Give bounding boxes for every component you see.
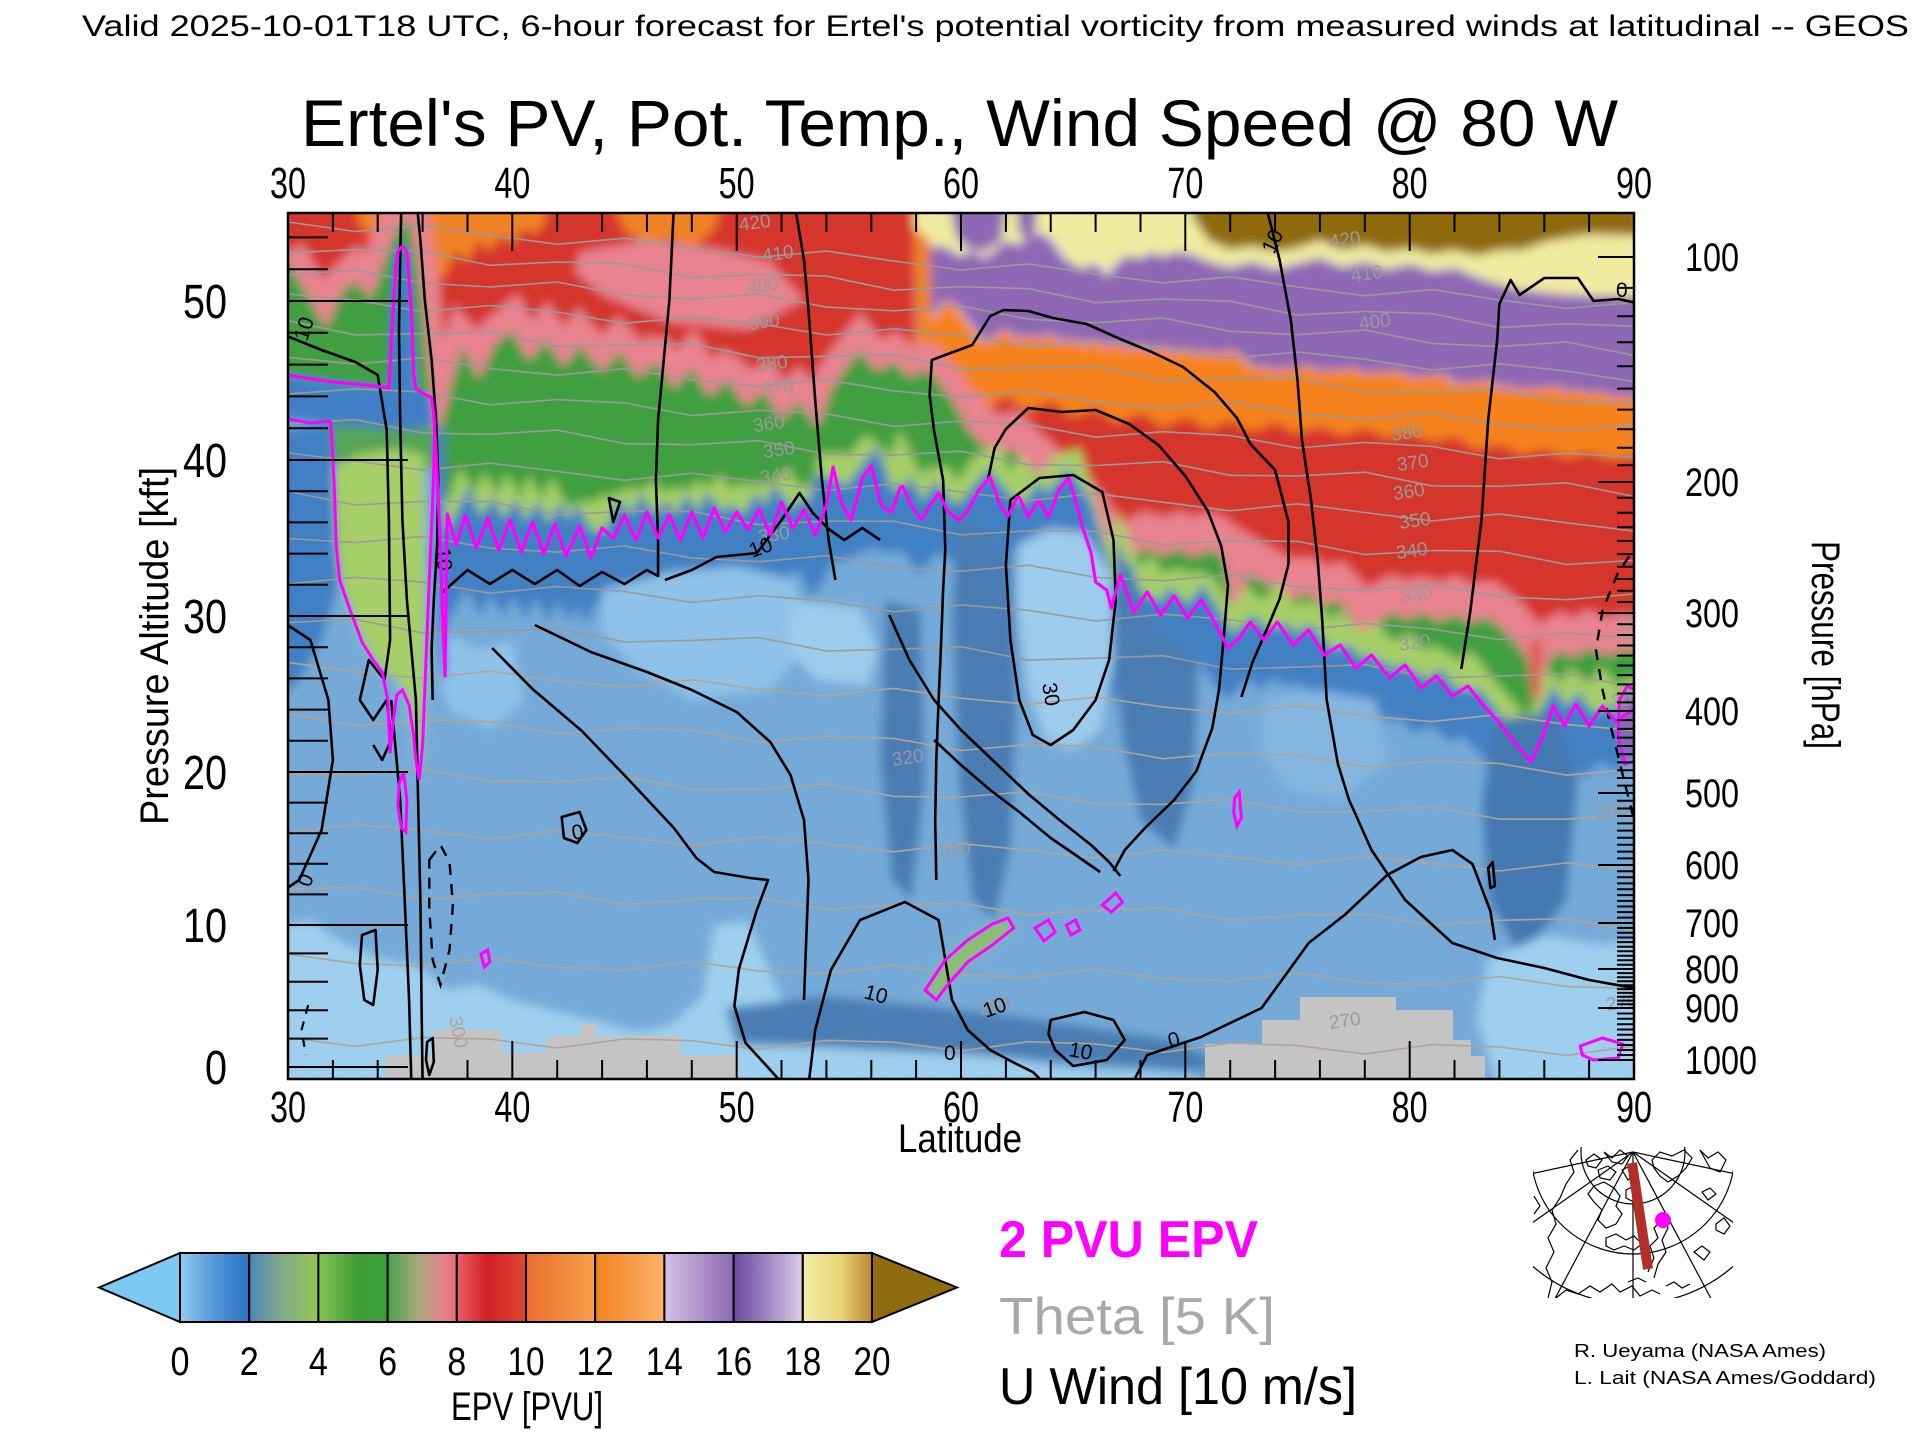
svg-text:0: 0 [1616, 279, 1628, 302]
svg-text:370: 370 [1396, 451, 1430, 476]
svg-text:8: 8 [447, 1340, 466, 1384]
svg-text:350: 350 [762, 438, 796, 463]
svg-text:12: 12 [577, 1340, 614, 1384]
svg-text:290: 290 [1595, 799, 1629, 824]
svg-text:4: 4 [309, 1340, 328, 1384]
svg-text:Ertel's PV, Pot. Temp., Wind S: Ertel's PV, Pot. Temp., Wind Speed @ 80 … [301, 86, 1619, 160]
svg-text:300: 300 [1685, 592, 1739, 636]
svg-text:20: 20 [854, 1340, 891, 1384]
svg-text:90: 90 [1616, 1083, 1652, 1132]
svg-text:0: 0 [205, 1042, 227, 1095]
svg-text:Theta [5 K]: Theta [5 K] [999, 1288, 1275, 1346]
svg-text:200: 200 [1685, 461, 1739, 505]
svg-text:70: 70 [1167, 159, 1203, 208]
svg-text:420: 420 [1328, 228, 1362, 253]
svg-text:50: 50 [719, 1083, 755, 1132]
svg-text:410: 410 [761, 242, 795, 267]
svg-text:2 PVU EPV: 2 PVU EPV [999, 1211, 1258, 1269]
svg-text:30: 30 [183, 591, 227, 644]
svg-text:50: 50 [719, 159, 755, 208]
svg-text:R. Ueyama (NASA Ames): R. Ueyama (NASA Ames) [1574, 1341, 1826, 1361]
svg-text:Pressure Altitude [kft]: Pressure Altitude [kft] [133, 467, 177, 825]
svg-text:70: 70 [1167, 1083, 1203, 1132]
svg-text:10: 10 [1067, 1038, 1094, 1065]
svg-text:30: 30 [270, 159, 306, 208]
svg-text:360: 360 [752, 412, 786, 437]
svg-text:360: 360 [1392, 480, 1426, 505]
svg-text:10: 10 [508, 1340, 545, 1384]
svg-text:40: 40 [494, 159, 530, 208]
svg-text:300: 300 [1610, 688, 1644, 713]
svg-text:90: 90 [1616, 159, 1652, 208]
svg-text:330: 330 [1400, 583, 1434, 608]
svg-text:50: 50 [183, 276, 227, 329]
svg-text:800: 800 [1685, 948, 1739, 992]
svg-text:420: 420 [738, 211, 772, 236]
svg-text:270: 270 [1328, 1009, 1362, 1034]
svg-text:10: 10 [183, 900, 227, 953]
svg-text:400: 400 [1685, 690, 1739, 734]
svg-text:410: 410 [1350, 262, 1384, 287]
svg-text:30: 30 [1037, 681, 1064, 708]
svg-text:6: 6 [378, 1340, 397, 1384]
svg-text:Latitude: Latitude [898, 1117, 1022, 1161]
svg-text:370: 370 [761, 376, 795, 401]
svg-text:Valid 2025-10-01T18 UTC, 6-hou: Valid 2025-10-01T18 UTC, 6-hour forecast… [82, 10, 1909, 43]
svg-text:400: 400 [746, 274, 780, 299]
svg-text:16: 16 [715, 1340, 752, 1384]
svg-text:340: 340 [1395, 539, 1429, 564]
svg-text:14: 14 [646, 1340, 683, 1384]
svg-text:340: 340 [759, 464, 793, 489]
svg-text:80: 80 [1392, 159, 1428, 208]
svg-text:40: 40 [494, 1083, 530, 1132]
svg-text:390: 390 [747, 310, 781, 335]
svg-text:40: 40 [183, 435, 227, 488]
svg-text:60: 60 [943, 159, 979, 208]
svg-text:380: 380 [1390, 421, 1424, 446]
svg-text:10: 10 [431, 546, 456, 571]
svg-text:0: 0 [171, 1340, 190, 1384]
svg-text:U Wind [10 m/s]: U Wind [10 m/s] [999, 1358, 1357, 1416]
svg-text:400: 400 [1358, 310, 1392, 335]
svg-text:320: 320 [891, 746, 925, 771]
svg-text:320: 320 [1398, 631, 1432, 656]
svg-text:310: 310 [938, 838, 972, 863]
svg-text:20: 20 [183, 747, 227, 800]
svg-text:900: 900 [1685, 987, 1739, 1031]
svg-text:0: 0 [1165, 1028, 1182, 1053]
svg-text:30: 30 [270, 1083, 306, 1132]
svg-text:1000: 1000 [1685, 1039, 1757, 1083]
svg-text:280: 280 [978, 995, 1012, 1020]
svg-text:600: 600 [1685, 844, 1739, 888]
svg-text:80: 80 [1392, 1083, 1428, 1132]
svg-text:100: 100 [1685, 236, 1739, 280]
svg-text:60: 60 [943, 1083, 979, 1132]
svg-text:L. Lait (NASA Ames/Goddard): L. Lait (NASA Ames/Goddard) [1574, 1368, 1876, 1388]
svg-text:500: 500 [1685, 772, 1739, 816]
svg-text:350: 350 [1398, 509, 1432, 534]
svg-text:EPV [PVU]: EPV [PVU] [451, 1385, 603, 1429]
svg-text:700: 700 [1685, 902, 1739, 946]
svg-text:0: 0 [570, 820, 586, 845]
svg-text:0: 0 [944, 1042, 956, 1065]
svg-text:380: 380 [755, 352, 789, 377]
svg-text:2: 2 [240, 1340, 259, 1384]
svg-text:18: 18 [784, 1340, 821, 1384]
svg-text:Pressure [hPa]: Pressure [hPa] [1803, 541, 1847, 749]
